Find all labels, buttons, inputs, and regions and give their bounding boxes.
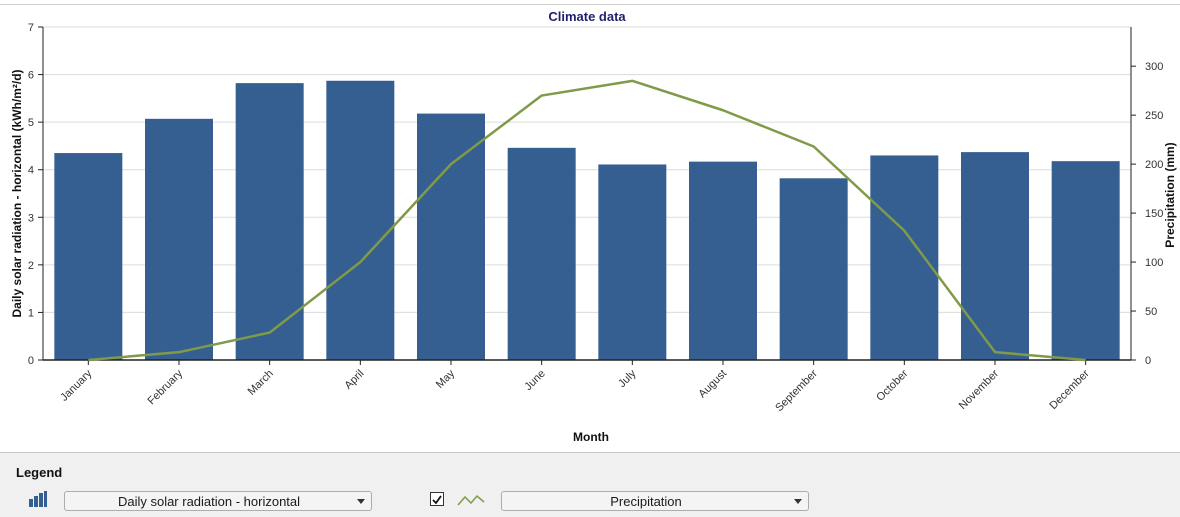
y-tick-label: 1 (28, 307, 34, 319)
y2-tick-label: 100 (1145, 257, 1163, 269)
bar (779, 178, 848, 360)
y-tick-label: 5 (28, 117, 34, 129)
x-tick-label: June (522, 368, 547, 393)
chevron-down-icon (357, 499, 365, 504)
line-chart-icon (457, 494, 485, 506)
bar (145, 118, 213, 360)
legend-title: Legend (16, 465, 63, 480)
x-tick-label: February (146, 367, 186, 407)
x-tick-label: January (58, 367, 95, 404)
bar (326, 80, 395, 361)
line-series-select[interactable]: Precipitation (501, 491, 809, 511)
bar-series-select[interactable]: Daily solar radiation - horizontal (64, 491, 372, 511)
x-axis-label: Month (573, 430, 609, 444)
y-tick-label: 6 (28, 70, 34, 82)
x-tick-label: March (246, 368, 276, 398)
chart-title: Climate data (548, 9, 626, 24)
bar (235, 83, 304, 361)
bar (507, 147, 576, 360)
climate-chart: 0 1 2 3 4 5 6 7 0 50 100 150 200 250 300 January Februar… (10, 9, 1177, 444)
y-tick-label: 2 (28, 260, 34, 272)
bar (1051, 161, 1120, 360)
bar (598, 164, 667, 360)
y2-tick-label: 250 (1145, 110, 1163, 122)
bar (417, 113, 485, 360)
y2-tick-label: 0 (1145, 355, 1151, 367)
legend-panel: Legend Daily solar radiation - horizonta… (0, 452, 1180, 517)
line-series-select-value: Precipitation (610, 494, 682, 509)
x-tick-label: December (1047, 367, 1092, 412)
y2-tick-label: 200 (1145, 159, 1163, 171)
top-border (0, 4, 1180, 5)
x-tick-label: April (342, 368, 366, 392)
line-series-checkbox[interactable] (430, 492, 444, 506)
chevron-down-icon (794, 499, 802, 504)
y-tick-label: 7 (28, 22, 34, 34)
y2-tick-label: 50 (1145, 306, 1157, 318)
chart-area: 0 1 2 3 4 5 6 7 0 50 100 150 200 250 300 January Februar… (10, 9, 1177, 444)
bar (961, 152, 1029, 360)
y2-tick-label: 300 (1145, 61, 1163, 73)
x-tick-label: August (696, 368, 729, 401)
bar-chart-icon (29, 491, 47, 507)
y2-axis-label: Precipitation (mm) (1163, 142, 1177, 247)
bar (870, 155, 939, 360)
y-tick-label: 3 (28, 212, 34, 224)
x-tick-label: October (874, 367, 910, 403)
bar (54, 153, 123, 360)
y-axis-label: Daily solar radiation - horizontal (kWh/… (10, 69, 24, 317)
y2-tick-label: 150 (1145, 208, 1163, 220)
x-tick-label: May (434, 367, 458, 391)
x-tick-label: November (957, 367, 1002, 412)
bar-series-select-value: Daily solar radiation - horizontal (117, 494, 301, 509)
checkmark-icon (432, 495, 442, 505)
y-tick-label: 0 (28, 355, 34, 367)
x-tick-label: July (616, 367, 639, 390)
y-tick-label: 4 (28, 165, 34, 177)
precipitation-line (88, 79, 1086, 362)
x-tick-label: September (773, 367, 820, 414)
bar (689, 161, 757, 360)
